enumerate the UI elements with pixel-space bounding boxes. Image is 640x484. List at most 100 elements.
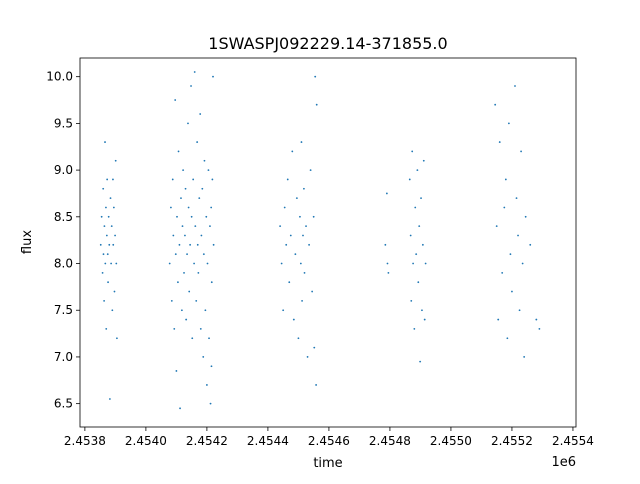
x-tick-label: 2.4544: [247, 434, 289, 448]
data-point: [416, 169, 419, 172]
data-points: [99, 71, 541, 410]
data-point: [174, 99, 177, 101]
data-point: [199, 328, 202, 330]
data-point: [302, 234, 304, 237]
data-point: [193, 71, 196, 73]
data-point: [294, 253, 297, 256]
x-tick-label: 2.4538: [64, 434, 106, 448]
data-point: [283, 206, 286, 209]
data-point: [311, 290, 314, 293]
data-point: [309, 169, 312, 172]
data-point: [291, 150, 294, 153]
x-tick-label: 2.4554: [552, 434, 594, 448]
data-point: [168, 262, 171, 265]
data-point: [195, 299, 198, 302]
data-point: [113, 290, 116, 293]
y-tick-label: 7.0: [54, 350, 73, 364]
data-point: [105, 328, 108, 330]
data-point: [101, 271, 104, 274]
data-point: [112, 178, 114, 181]
x-tick-label: 2.4546: [308, 434, 350, 448]
data-point: [312, 215, 315, 218]
data-point: [299, 215, 301, 218]
data-point: [108, 243, 111, 246]
data-point: [196, 243, 199, 246]
data-point: [295, 197, 298, 200]
data-point: [303, 187, 305, 190]
data-point: [99, 243, 102, 246]
data-point: [190, 215, 193, 218]
data-point: [421, 243, 424, 246]
data-point: [420, 197, 422, 200]
data-point: [197, 271, 200, 274]
y-tick-label: 10.0: [46, 70, 73, 84]
data-point: [104, 262, 107, 265]
data-point: [412, 262, 415, 265]
data-point: [424, 262, 427, 265]
y-tick-label: 7.5: [54, 303, 73, 317]
data-point: [172, 234, 175, 237]
data-point: [191, 337, 194, 340]
data-point: [105, 206, 107, 209]
data-point: [182, 169, 185, 172]
data-point: [384, 243, 387, 246]
data-point: [206, 262, 209, 265]
data-point: [289, 234, 292, 237]
data-point: [174, 253, 177, 256]
data-point: [177, 281, 179, 284]
y-axis-label: flux: [20, 230, 35, 254]
chart-title: 1SWASPJ092229.14-371855.0: [208, 34, 447, 53]
data-point: [497, 318, 500, 321]
y-tick-label: 8.0: [54, 257, 73, 271]
data-point: [200, 234, 203, 237]
y-tick-label: 6.5: [54, 397, 73, 411]
data-point: [300, 141, 303, 143]
data-point: [413, 328, 416, 330]
x-axis-offset-label: 1e6: [551, 455, 576, 470]
data-point: [280, 262, 283, 265]
data-point: [314, 75, 317, 78]
data-point: [292, 318, 295, 321]
data-point: [501, 271, 504, 274]
data-point: [211, 178, 214, 181]
data-point: [114, 234, 116, 237]
data-point: [210, 365, 213, 368]
data-point: [419, 360, 422, 363]
data-point: [192, 178, 195, 181]
data-point: [104, 141, 106, 143]
data-point: [423, 318, 426, 321]
data-point: [171, 178, 174, 181]
data-point: [184, 234, 186, 237]
data-point: [417, 281, 420, 284]
data-point: [198, 197, 201, 200]
data-point: [414, 206, 417, 209]
data-point: [209, 225, 211, 228]
data-point: [529, 243, 532, 246]
data-point: [110, 262, 113, 265]
data-point: [194, 225, 197, 228]
data-point: [204, 309, 207, 312]
data-point: [183, 271, 185, 274]
data-point: [421, 309, 423, 312]
data-point: [303, 271, 306, 274]
data-point: [504, 178, 507, 181]
data-point: [110, 225, 113, 228]
data-point: [208, 337, 210, 340]
data-point: [315, 384, 318, 386]
data-point: [115, 262, 118, 265]
data-point: [517, 234, 519, 237]
data-point: [279, 225, 282, 228]
data-point: [181, 225, 184, 228]
data-point: [102, 253, 105, 256]
data-point: [193, 262, 195, 265]
data-point: [107, 281, 109, 284]
data-point: [184, 187, 187, 190]
data-point: [170, 299, 173, 302]
data-point: [180, 197, 182, 200]
data-point: [498, 141, 501, 143]
data-point: [409, 234, 412, 237]
data-point: [189, 243, 192, 246]
data-point: [185, 318, 188, 321]
